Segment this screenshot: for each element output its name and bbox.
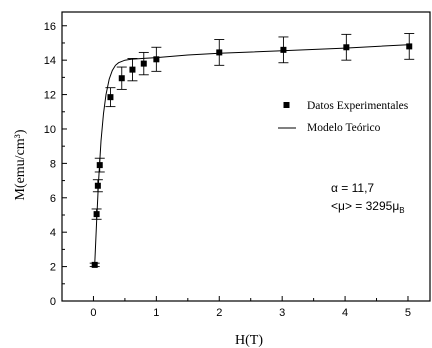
data-marker [118, 75, 125, 82]
y-tick-label: 6 [50, 193, 56, 205]
data-marker [93, 211, 100, 218]
x-tick-label: 2 [216, 307, 222, 319]
data-point [404, 33, 415, 60]
x-tick-label: 3 [279, 307, 285, 319]
data-marker [107, 94, 114, 101]
y-tick-label: 16 [44, 21, 56, 33]
data-point [214, 39, 225, 66]
y-tick-label: 2 [50, 262, 56, 274]
data-marker [129, 66, 136, 73]
plot-frame [61, 11, 431, 302]
data-marker [94, 182, 101, 189]
data-point [278, 36, 289, 64]
y-tick-label: 0 [50, 296, 56, 308]
legend: Datos Experimentales Modelo Teórico [278, 100, 409, 134]
fit-parameters-annotation: α = 11,7 <μ> = 3295μB [331, 181, 405, 215]
data-point [92, 179, 103, 193]
data-marker [140, 60, 147, 67]
legend-label-experimental: Datos Experimentales [307, 100, 409, 112]
y-tick-label: 4 [50, 227, 56, 239]
data-marker [153, 56, 160, 63]
data-point [91, 208, 102, 220]
legend-marker-experimental [283, 102, 290, 108]
alpha-annotation: α = 11,7 [331, 181, 374, 195]
legend-label-model: Modelo Teórico [307, 122, 381, 134]
data-marker [406, 43, 413, 50]
data-marker [91, 261, 98, 268]
data-point [341, 33, 352, 61]
data-point [116, 66, 127, 90]
y-tick-label: 14 [44, 55, 56, 67]
x-axis-ticks: 0 1 2 3 4 5 [61, 296, 411, 319]
data-point [89, 261, 100, 268]
data-point [127, 57, 138, 82]
data-point [94, 157, 105, 173]
x-tick-label: 5 [405, 307, 411, 319]
data-marker [280, 46, 287, 53]
data-marker [216, 49, 223, 56]
model-curve [94, 44, 409, 265]
x-tick-label: 0 [90, 307, 96, 319]
y-axis-label: M(emu/cm³) [13, 129, 28, 200]
data-point [105, 87, 116, 108]
y-tick-label: 8 [50, 158, 56, 170]
data-marker [343, 44, 350, 51]
mu-annotation: <μ> = 3295μB [331, 199, 405, 215]
x-axis-label: H(T) [235, 333, 263, 348]
x-tick-label: 1 [153, 307, 159, 319]
data-marker [96, 162, 103, 169]
y-axis-ticks: 0 2 4 6 8 10 12 14 16 [44, 21, 67, 308]
x-tick-label: 4 [342, 307, 348, 319]
y-tick-label: 10 [44, 124, 56, 136]
plot-area [89, 33, 415, 268]
y-tick-label: 12 [44, 90, 56, 102]
data-point [138, 51, 149, 76]
data-point [151, 46, 162, 72]
